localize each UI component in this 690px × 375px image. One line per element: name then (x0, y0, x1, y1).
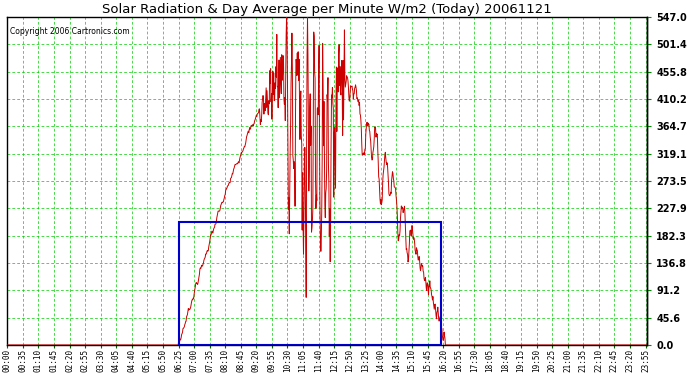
Title: Solar Radiation & Day Average per Minute W/m2 (Today) 20061121: Solar Radiation & Day Average per Minute… (102, 3, 552, 16)
Bar (179, 222, 441, 345)
Text: Copyright 2006 Cartronics.com: Copyright 2006 Cartronics.com (10, 27, 130, 36)
